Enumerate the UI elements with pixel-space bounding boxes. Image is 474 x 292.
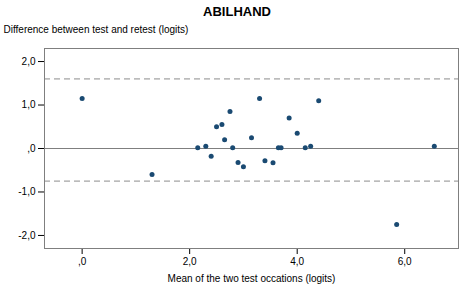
svg-text:-1,0: -1,0 — [18, 186, 36, 197]
svg-text:,0: ,0 — [78, 256, 87, 267]
svg-text:2,0: 2,0 — [22, 56, 36, 67]
svg-text:,0: ,0 — [27, 143, 36, 154]
svg-text:6,0: 6,0 — [398, 256, 412, 267]
svg-text:1,0: 1,0 — [22, 99, 36, 110]
svg-text:4,0: 4,0 — [290, 256, 304, 267]
html-text:ABILHAND: ABILHAND — [203, 4, 271, 19]
svg-text:Mean of the two test occations: Mean of the two test occations (logits) — [168, 273, 336, 284]
svg-text:Difference between test and re: Difference between test and retest (logi… — [4, 24, 189, 35]
svg-text:2,0: 2,0 — [183, 256, 197, 267]
svg-text:-2,0: -2,0 — [18, 230, 36, 241]
